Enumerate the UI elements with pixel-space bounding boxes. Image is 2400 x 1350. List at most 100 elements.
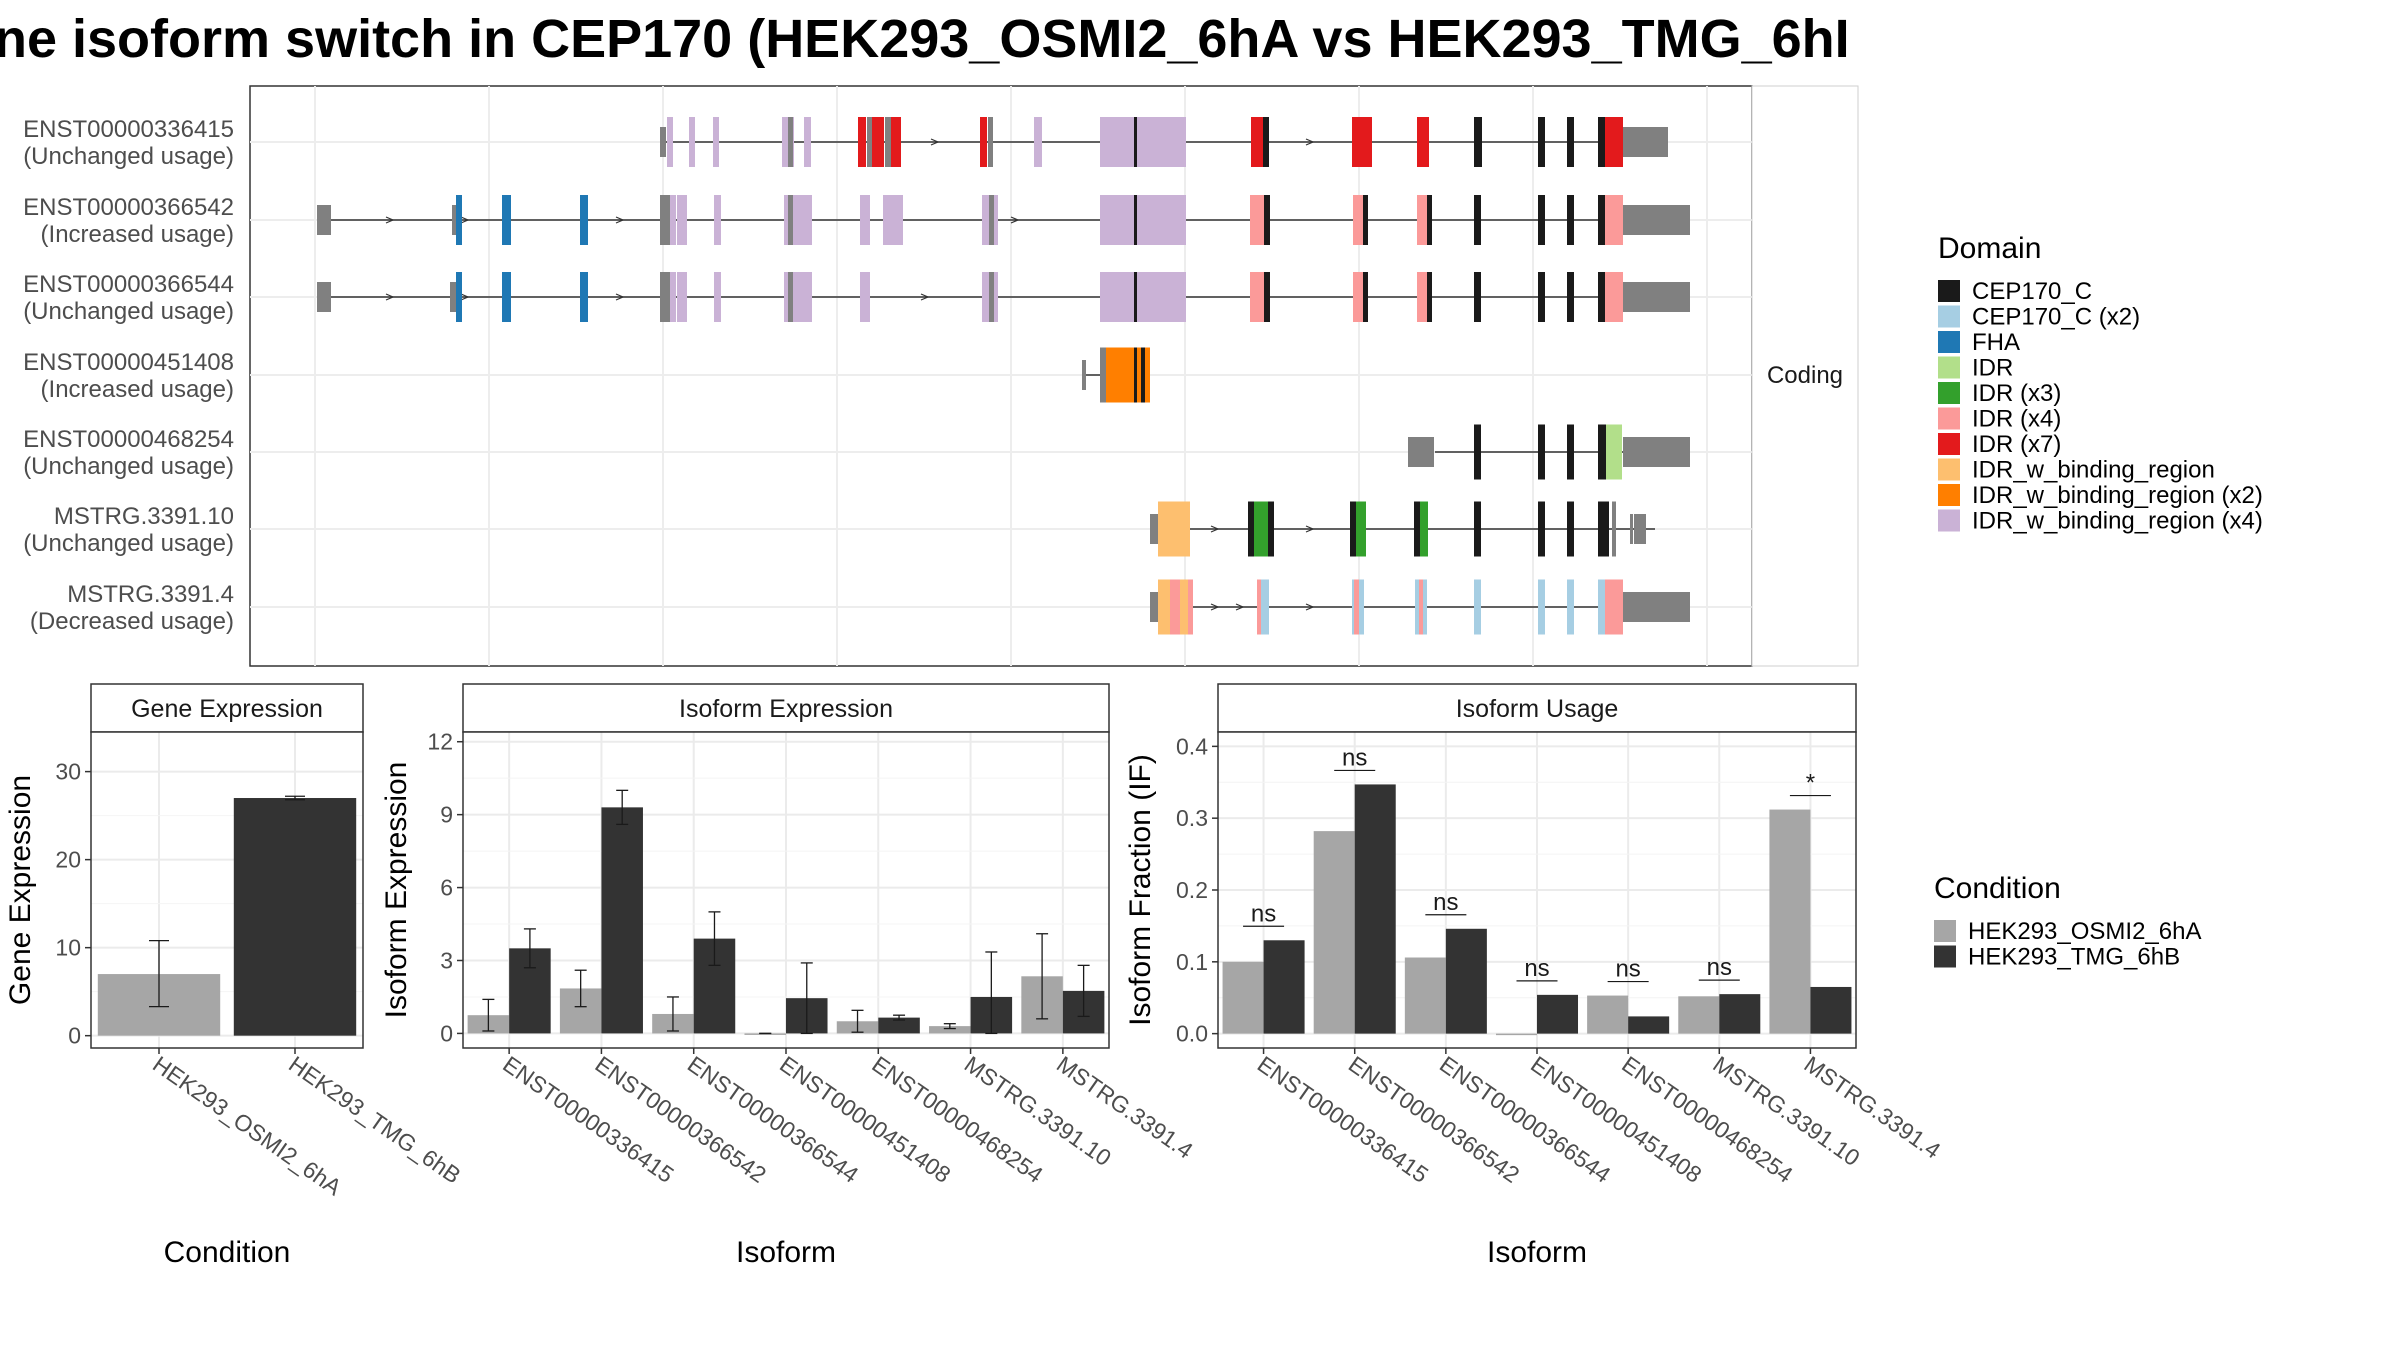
direction-arrow: [1010, 216, 1020, 224]
exon-segment: [1414, 501, 1420, 557]
bar: [1445, 928, 1487, 1034]
transcript-id-label: ENST00000366544: [23, 271, 234, 298]
domain-legend-label: IDR (x7): [1972, 431, 2061, 458]
exon-segment: [1606, 424, 1622, 480]
domain-legend-label: FHA: [1972, 329, 2020, 356]
bar: [1263, 940, 1305, 1034]
domain-legend-label: IDR_w_binding_region: [1972, 457, 2215, 484]
bar: [601, 807, 643, 1034]
exon-segment: [1427, 195, 1432, 245]
isoform-expression-chart: Isoform Expression036912ENST00000336415E…: [380, 683, 1198, 1269]
direction-arrow: [460, 216, 470, 224]
exon-segment: [1250, 272, 1264, 322]
exon-segment: [1250, 195, 1264, 245]
y-tick-label: 0: [440, 1020, 453, 1046]
exon-segment: [677, 272, 687, 322]
exon-segment: [456, 272, 462, 322]
significance-label: ns: [1524, 955, 1549, 982]
exon-segment: [1034, 117, 1042, 167]
exon-segment: [1567, 195, 1574, 245]
x-tick-label: ENST00000451408: [775, 1051, 955, 1188]
exon-segment: [1474, 195, 1481, 245]
y-tick-label: 0: [68, 1023, 81, 1049]
exon-segment: [456, 195, 462, 245]
exon-segment: [1605, 117, 1623, 167]
exon-segment: [1180, 579, 1188, 635]
y-tick-label: 3: [440, 947, 453, 973]
exon-segment: [1419, 579, 1423, 635]
exon-segment: [989, 195, 994, 245]
exon-segment: [860, 272, 870, 322]
panel-strip: [90, 683, 364, 733]
exon-segment: [804, 117, 811, 167]
exon-segment: [1134, 272, 1137, 322]
exon-segment: [1605, 272, 1623, 322]
figure-title: ne isoform switch in CEP170 (HEK293_OSMI…: [0, 9, 1850, 69]
exon-segment: [1598, 195, 1605, 245]
x-tick-label: ENST00000366544: [1435, 1051, 1616, 1188]
direction-arrow: [460, 293, 470, 301]
exon-segment: [1538, 272, 1545, 322]
panel-border: [90, 731, 364, 1049]
exon-segment: [1353, 272, 1365, 322]
exon-segment: [1100, 195, 1186, 245]
y-axis-title: Gene Expression: [4, 775, 37, 1005]
bar: [1404, 957, 1446, 1034]
direction-arrow: [1235, 603, 1245, 611]
bar: [1222, 961, 1264, 1034]
domain-legend-label: CEP170_C: [1972, 278, 2092, 305]
significance-label: ns: [1342, 744, 1367, 771]
exon-segment: [1474, 272, 1481, 322]
domain-legend-swatch: [1938, 509, 1960, 532]
domain-legend-swatch: [1938, 407, 1960, 430]
panel-title: Isoform Usage: [1456, 695, 1619, 723]
exon-segment: [1353, 195, 1365, 245]
exon-segment: [867, 117, 872, 167]
significance-label: *: [1806, 770, 1815, 797]
transcript-usage-label: (Unchanged usage): [23, 453, 234, 480]
exon-segment: [858, 117, 866, 167]
domain-legend-swatch: [1938, 458, 1960, 481]
exon-segment: [1158, 501, 1190, 557]
condition-legend-swatch: [1934, 945, 1956, 968]
y-tick-label: 10: [55, 935, 81, 961]
transcript-labels: ENST00000336415(Unchanged usage)ENST0000…: [23, 116, 234, 635]
y-tick-label: 0.2: [1176, 877, 1208, 903]
exon-segment: [891, 117, 901, 167]
exon-segment: [1605, 501, 1609, 557]
exon-segment: [1100, 347, 1106, 403]
exon-segment: [1257, 579, 1261, 635]
exon-segment: [1567, 117, 1574, 167]
bar: [1313, 831, 1355, 1034]
exon-segment: [988, 117, 993, 167]
exon-segment: [1538, 579, 1545, 635]
domain-legend-swatch: [1938, 305, 1960, 328]
coding-strip: [1751, 85, 1859, 667]
direction-arrow: [385, 216, 395, 224]
domain-legend-label: IDR: [1972, 355, 2013, 382]
exon-segment: [1623, 437, 1690, 467]
exon-segment: [317, 205, 331, 235]
exon-segment: [1623, 592, 1690, 622]
exon-segment: [1264, 272, 1270, 322]
exon-segment: [1264, 195, 1270, 245]
domain-legend-swatch: [1938, 433, 1960, 455]
exon-segment: [502, 195, 511, 245]
exon-segment: [1634, 514, 1646, 544]
x-axis-title: Condition: [164, 1236, 291, 1269]
transcript-track: [1408, 424, 1690, 480]
exon-segment: [317, 282, 331, 312]
exon-segment: [1474, 117, 1482, 167]
x-tick-label: ENST00000366544: [683, 1051, 864, 1188]
exon-segment: [1567, 501, 1574, 557]
bar: [744, 1033, 786, 1035]
transcript-id-label: MSTRG.3391.4: [67, 581, 234, 608]
direction-arrow: [1305, 603, 1315, 611]
y-tick-label: 12: [427, 729, 453, 755]
exon-segment: [1408, 437, 1434, 467]
exon-segment: [1417, 272, 1427, 322]
domain-legend-label: IDR (x4): [1972, 406, 2061, 433]
exon-segment: [713, 117, 719, 167]
